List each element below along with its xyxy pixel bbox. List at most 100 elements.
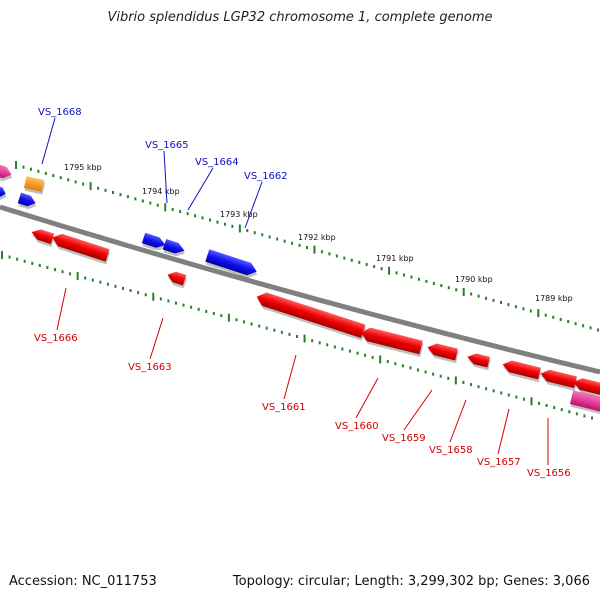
minor-tick — [373, 265, 376, 269]
gene-label-reverse: VS_1656 — [527, 468, 571, 479]
minor-tick — [106, 282, 109, 286]
major-tick — [454, 376, 457, 385]
scale-tick-labels: 1795 kbp 1794 kbp 1793 kbp 1792 kbp 1791 kbp… — [64, 163, 573, 303]
minor-tick — [112, 191, 114, 194]
minor-tick — [447, 286, 450, 290]
minor-tick — [144, 293, 147, 297]
minor-tick — [23, 259, 26, 263]
minor-tick — [122, 286, 125, 290]
reverse-gene — [256, 292, 367, 341]
map-title: Vibrio splendidus LGP32 chromosome 1, co… — [107, 10, 493, 25]
minor-tick — [328, 252, 331, 256]
minor-tick — [410, 275, 413, 279]
minor-tick — [311, 339, 314, 343]
minor-tick — [291, 241, 294, 245]
label-leader — [497, 408, 510, 455]
label-leader — [187, 167, 214, 211]
minor-tick — [485, 296, 488, 300]
minor-tick — [440, 284, 443, 288]
minor-tick — [485, 387, 488, 391]
minor-tick — [190, 305, 193, 309]
reverse-gene — [31, 229, 55, 247]
minor-tick — [477, 385, 480, 389]
minor-tick — [386, 360, 389, 364]
reverse-gene — [427, 343, 459, 364]
minor-tick — [31, 261, 34, 265]
minor-tick — [462, 380, 465, 384]
minor-tick — [320, 250, 323, 254]
minor-tick — [220, 314, 223, 318]
gene-label-reverse: VS_1658 — [429, 445, 473, 456]
minor-tick — [432, 281, 435, 285]
minor-tick — [515, 395, 518, 399]
minor-tick — [288, 332, 291, 336]
minor-tick — [358, 260, 361, 264]
minor-tick — [507, 393, 510, 397]
scale-label: 1793 kbp — [220, 210, 258, 219]
gene-label-forward: VS_1665 — [145, 140, 189, 151]
minor-tick — [97, 186, 100, 190]
major-tick — [152, 292, 155, 301]
major-tick — [313, 245, 316, 254]
minor-tick — [341, 347, 344, 351]
minor-tick — [8, 255, 11, 259]
scale-label: 1789 kbp — [535, 294, 573, 303]
chromosome-backbone — [0, 204, 600, 375]
minor-tick — [583, 414, 586, 418]
minor-tick — [38, 263, 41, 267]
minor-tick — [395, 271, 398, 275]
scale-label: 1791 kbp — [376, 254, 414, 263]
minor-tick — [333, 345, 336, 349]
reverse-gene — [52, 233, 111, 265]
minor-tick — [500, 391, 503, 395]
minor-tick — [567, 320, 570, 324]
gene-label-reverse: VS_1663 — [128, 362, 172, 373]
minor-tick — [223, 222, 226, 226]
minor-tick — [348, 349, 351, 353]
label-leader — [41, 117, 56, 165]
label-leader — [56, 287, 67, 331]
scale-label: 1795 kbp — [64, 163, 102, 172]
minor-tick — [326, 343, 329, 347]
minor-tick — [439, 374, 442, 378]
minor-tick — [276, 237, 279, 241]
minor-tick — [409, 366, 412, 370]
minor-tick — [507, 303, 510, 307]
minor-tick — [69, 272, 72, 276]
minor-tick — [417, 368, 420, 372]
minor-tick — [61, 270, 64, 274]
major-tick — [379, 355, 382, 364]
minor-tick — [91, 278, 94, 282]
minor-tick — [343, 256, 346, 260]
label-leader — [283, 354, 297, 400]
minor-tick — [424, 370, 427, 374]
minor-tick — [568, 410, 571, 414]
minor-tick — [591, 416, 593, 420]
minor-tick — [186, 212, 189, 216]
minor-tick — [84, 276, 87, 280]
minor-tick — [246, 229, 249, 233]
major-tick — [530, 397, 533, 406]
reverse-gene — [167, 271, 187, 289]
minor-tick — [553, 406, 556, 410]
minor-tick — [141, 199, 144, 203]
minor-tick — [253, 231, 256, 235]
minor-tick — [365, 262, 368, 266]
minor-tick — [560, 408, 563, 412]
minor-tick — [298, 243, 301, 247]
minor-tick — [380, 267, 383, 271]
minor-tick — [243, 320, 246, 324]
gene-label-forward: VS_1662 — [244, 171, 288, 182]
forward-gene — [17, 192, 37, 210]
minor-tick — [492, 298, 495, 302]
gene-label-reverse: VS_1661 — [262, 402, 306, 413]
label-leader — [149, 317, 164, 360]
minor-tick — [492, 389, 495, 393]
gene-label-leaders — [41, 117, 549, 465]
minor-tick — [119, 193, 122, 197]
gene-label-reverse: VS_1657 — [477, 457, 521, 468]
minor-tick — [394, 362, 397, 366]
scale-label: 1792 kbp — [298, 233, 336, 242]
topology-summary: Topology: circular; Length: 3,299,302 bp… — [232, 574, 590, 589]
forward-gene — [205, 249, 258, 279]
